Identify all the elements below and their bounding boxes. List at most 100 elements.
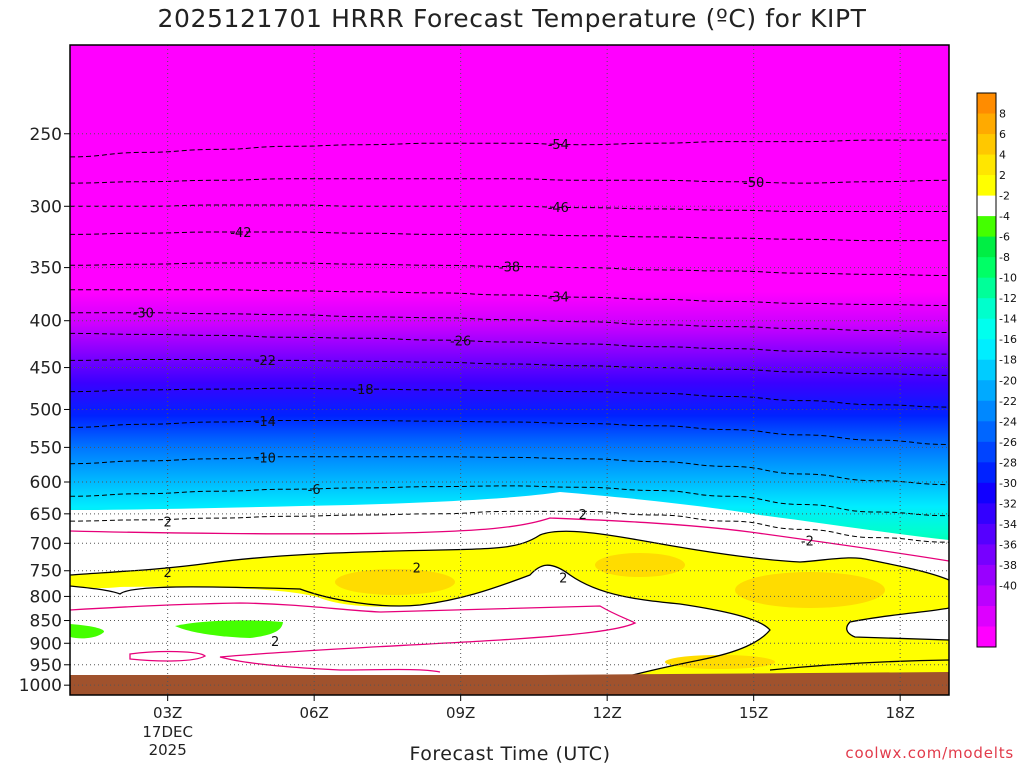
contour-label: -34 [548, 290, 569, 305]
zero-contour [769, 659, 949, 671]
y-tick-label: 750 [30, 562, 62, 582]
contour-label: 2 [559, 572, 567, 587]
colorbar-swatch [977, 134, 996, 156]
colorbar-label: -14 [999, 313, 1017, 326]
zero-contour [846, 607, 949, 641]
x-tick-label: 18Z [885, 704, 914, 722]
colorbar-swatch [977, 482, 996, 504]
colorbar-swatch [977, 544, 996, 566]
contour-label: -10 [255, 451, 276, 466]
isotherm-line [70, 332, 949, 355]
isotherm-line [70, 178, 949, 184]
contour-label: -50 [743, 176, 764, 191]
colorbar-swatch [977, 564, 996, 586]
colorbar-label: -26 [999, 436, 1017, 449]
zero-contour [70, 530, 949, 581]
colorbar-swatch [977, 277, 996, 299]
colorbar-label: -12 [999, 292, 1017, 305]
colorbar-swatch [977, 175, 996, 197]
colorbar-label: -4 [999, 210, 1010, 223]
colorbar-label: -8 [999, 251, 1010, 264]
contour-label: -30 [133, 307, 154, 322]
colorbar-frame [976, 92, 997, 648]
isotherm-line [70, 387, 949, 408]
colorbar-swatch [977, 359, 996, 381]
near-zero-band [70, 492, 949, 695]
x-tick-year: 2025 [149, 741, 187, 759]
warm-patch [595, 553, 685, 577]
isotherm-line [70, 312, 949, 333]
y-tick-label: 650 [30, 505, 62, 525]
contour-label: -22 [255, 354, 276, 369]
magenta-contour [70, 517, 949, 562]
colorbar-swatch [977, 523, 996, 545]
contour-label: -46 [548, 201, 569, 216]
contour-label: -2 [801, 534, 814, 549]
contour-label: -38 [499, 260, 520, 275]
colorbar-swatch [977, 626, 996, 648]
temperature-field [70, 45, 949, 695]
colorbar-swatch [977, 298, 996, 320]
colorbar-swatch [977, 257, 996, 279]
colorbar-swatch [977, 216, 996, 238]
magenta-contour [129, 650, 207, 662]
contour-label: 2 [271, 635, 279, 650]
colorbar-swatch [977, 400, 996, 422]
colorbar-swatch [977, 503, 996, 525]
isotherm-line [70, 289, 949, 306]
y-tick-label: 950 [30, 656, 62, 676]
contour-label: 2 [164, 516, 172, 531]
magenta-contours [70, 517, 949, 673]
warm-layer [70, 531, 949, 695]
isotherm-line [70, 485, 949, 517]
warm-patch [665, 655, 775, 669]
isotherm-line [70, 419, 949, 445]
isotherm-line [70, 456, 949, 486]
contour-label: -14 [255, 415, 276, 430]
contour-label: 2 [164, 566, 172, 581]
isotherm-group [70, 139, 949, 543]
y-tick-label: 600 [30, 473, 62, 493]
cold-pocket [70, 624, 105, 639]
colorbar-label: -28 [999, 456, 1017, 469]
contour-label: -42 [230, 226, 251, 241]
surface-ground [540, 672, 949, 676]
chart-title: 2025121701 HRRR Forecast Temperature (ºC… [157, 4, 867, 33]
zero-contours [70, 530, 949, 695]
colorbar-label: -6 [999, 231, 1010, 244]
colorbar-swatch [977, 93, 996, 115]
grid [70, 45, 949, 695]
colorbar-label: -2 [999, 190, 1010, 203]
plot-frame [69, 44, 950, 696]
contour-label: -54 [548, 138, 569, 153]
x-tick-label: 03Z [153, 704, 182, 722]
y-tick-label: 300 [30, 197, 62, 217]
colorbar-label: -22 [999, 395, 1017, 408]
contour-label: -6 [308, 483, 321, 498]
magenta-contour [70, 602, 637, 673]
x-tick-label: 06Z [299, 704, 328, 722]
isotherm-line [70, 204, 949, 213]
colorbar-label: 8 [999, 108, 1006, 121]
colorbar-swatch [977, 113, 996, 135]
isotherm-line [70, 510, 949, 543]
colorbar-label: -40 [999, 579, 1017, 592]
colorbar-swatch [977, 236, 996, 258]
colorbar-label: 4 [999, 149, 1006, 162]
colorbar-swatch [977, 421, 996, 443]
colorbar-label: -20 [999, 374, 1017, 387]
colorbar-swatch [977, 318, 996, 340]
colorbar-swatch [977, 154, 996, 176]
isotherm-line [70, 139, 949, 158]
isotherm-line [70, 231, 949, 242]
contour-label: 2 [413, 562, 421, 577]
y-tick-label: 550 [30, 438, 62, 458]
contour-label: -18 [352, 383, 373, 398]
x-tick-date: 17DEC [142, 723, 193, 741]
colorbar-label: -10 [999, 272, 1017, 285]
source-credit[interactable]: coolwx.com/modelts [845, 744, 1014, 762]
surface-ground [70, 675, 949, 695]
y-tick-label: 350 [30, 259, 62, 279]
